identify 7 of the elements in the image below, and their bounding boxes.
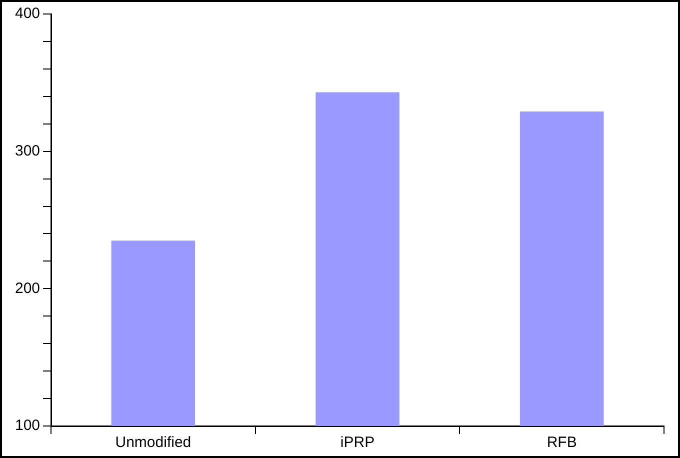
- x-tick-label: RFB: [546, 434, 577, 452]
- y-tick-label: 100: [14, 417, 40, 434]
- x-tick-label: Unmodified: [115, 434, 192, 452]
- y-tick-label: 300: [14, 142, 40, 160]
- x-tick-label: iPRP: [340, 434, 375, 452]
- y-tick-label: 200: [14, 280, 40, 297]
- y-tick-label: 400: [14, 5, 40, 22]
